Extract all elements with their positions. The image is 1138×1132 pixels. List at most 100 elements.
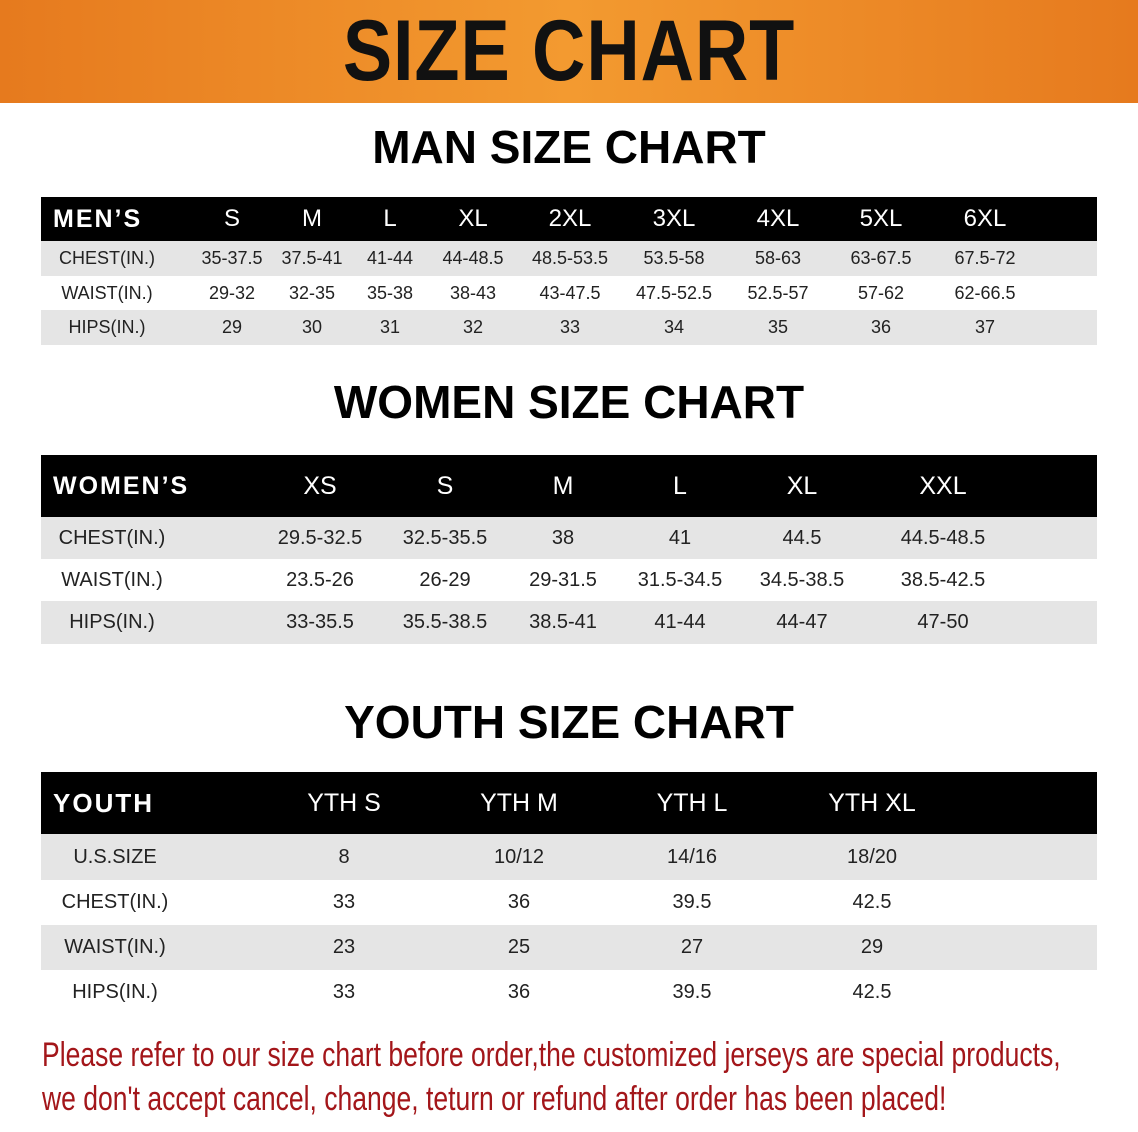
measurement-cell: 35.5-38.5: [402, 611, 488, 633]
measurement-cell: 33-35.5: [286, 611, 354, 633]
measurement-cell: 36: [507, 891, 531, 913]
size-header: XL: [786, 471, 818, 500]
table-row: HIPS(IN.) 29 30 31 32 33 34 35 36 37: [41, 310, 1097, 345]
measurement-cell: 38.5-41: [529, 611, 597, 633]
measurement-cell: 29: [860, 936, 884, 958]
measurement-cell: 34.5-38.5: [759, 568, 845, 591]
notice-line-1: Please refer to our size chart before or…: [42, 1036, 1061, 1074]
measurement-cell: 41-44: [654, 611, 706, 633]
size-header: YTH M: [480, 788, 558, 817]
size-header: S: [436, 471, 454, 500]
row-label: CHEST(IN.): [58, 526, 166, 549]
measurement-cell: 23.5-26: [286, 568, 354, 591]
table-row: WAIST(IN.) 23.5-26 26-29 29-31.5 31.5-34.5 34…: [41, 559, 1097, 601]
size-header: 6XL: [963, 205, 1007, 232]
measurement-cell: 33: [559, 317, 581, 337]
youth-section-title: YOUTH SIZE CHART: [344, 696, 794, 748]
measurement-cell: 33: [332, 891, 356, 913]
measurement-cell: 44-48.5: [442, 248, 504, 268]
measurement-cell: 47.5-52.5: [635, 282, 713, 303]
size-header: 5XL: [859, 205, 903, 232]
row-label: CHEST(IN.): [59, 248, 155, 268]
measurement-cell: 39.5: [672, 981, 712, 1003]
measurement-cell: 32.5-35.5: [402, 526, 488, 549]
size-header: XS: [303, 471, 337, 500]
table-row: CHEST(IN.) 33 36 39.5 42.5: [41, 880, 1097, 925]
banner: SIZE CHART: [0, 0, 1138, 103]
row-label: WAIST(IN.): [61, 282, 153, 303]
size-header: XL: [458, 205, 488, 232]
size-header: XXL: [919, 471, 967, 500]
measurement-cell: 43-47.5: [539, 282, 601, 303]
measurement-cell: 29-31.5: [529, 568, 597, 591]
measurement-cell: 29-32: [208, 282, 256, 303]
measurement-cell: 29: [221, 317, 243, 337]
measurement-cell: 8: [338, 845, 350, 868]
table-row: WAIST(IN.) 29-32 32-35 35-38 38-43 43-47.5 47.…: [41, 276, 1097, 310]
measurement-cell: 29.5-32.5: [277, 526, 363, 549]
measurement-cell: 35-38: [366, 282, 414, 303]
measurement-cell: 14/16: [666, 845, 718, 868]
measurement-cell: 48.5-53.5: [531, 248, 609, 268]
men-header-label: MEN’S: [53, 204, 143, 233]
banner-title: SIZE CHART: [342, 3, 796, 99]
men-header-row: MEN’S S M L XL 2XL 3XL 4XL 5XL 6XL: [41, 197, 1097, 241]
measurement-cell: 62-66.5: [954, 282, 1016, 303]
measurement-cell: 47-50: [917, 611, 969, 633]
measurement-cell: 41: [668, 526, 692, 549]
size-header: 2XL: [548, 205, 592, 232]
measurement-cell: 58-63: [754, 248, 802, 268]
size-header: L: [673, 471, 687, 500]
measurement-cell: 44.5: [782, 526, 822, 549]
measurement-cell: 57-62: [857, 282, 905, 303]
row-label: CHEST(IN.): [61, 891, 169, 913]
measurement-cell: 10/12: [493, 845, 545, 868]
row-label: WAIST(IN.): [64, 936, 166, 958]
women-section-title: WOMEN SIZE CHART: [333, 376, 805, 428]
youth-header-label: YOUTH: [53, 787, 154, 818]
measurement-cell: 33: [332, 981, 356, 1003]
size-header: L: [383, 205, 397, 232]
table-row: HIPS(IN.) 33-35.5 35.5-38.5 38.5-41 41-44 44-…: [41, 601, 1097, 644]
measurement-cell: 38-43: [449, 282, 497, 303]
table-row: CHEST(IN.) 29.5-32.5 32.5-35.5 38 41 44.5 44.5…: [41, 517, 1097, 559]
size-header: M: [302, 205, 322, 232]
measurement-cell: 36: [870, 317, 892, 337]
row-label: WAIST(IN.): [61, 568, 163, 591]
table-row: U.S.SIZE 8 10/12 14/16 18/20: [41, 834, 1097, 880]
measurement-cell: 23: [332, 936, 356, 958]
measurement-cell: 44-47: [776, 611, 828, 633]
table-row: CHEST(IN.) 35-37.5 37.5-41 41-44 44-48.5 48.5…: [41, 241, 1097, 276]
row-label: HIPS(IN.): [72, 981, 158, 1003]
measurement-cell: 37: [974, 317, 996, 337]
size-header: YTH XL: [828, 788, 916, 817]
size-header: S: [223, 205, 241, 232]
size-header: YTH S: [307, 788, 381, 817]
measurement-cell: 32: [462, 317, 484, 337]
measurement-cell: 34: [663, 317, 685, 337]
measurement-cell: 63-67.5: [850, 248, 912, 268]
size-header: YTH L: [656, 788, 728, 817]
measurement-cell: 52.5-57: [747, 282, 809, 303]
measurement-cell: 25: [507, 936, 531, 958]
size-header: 3XL: [652, 205, 696, 232]
row-label: HIPS(IN.): [68, 317, 146, 337]
table-row: HIPS(IN.) 33 36 39.5 42.5: [41, 970, 1097, 1015]
size-header: 4XL: [756, 205, 800, 232]
notice-line-2: we don't accept cancel, change, teturn o…: [42, 1080, 947, 1118]
measurement-cell: 37.5-41: [281, 248, 343, 268]
table-row: WAIST(IN.) 23 25 27 29: [41, 925, 1097, 970]
measurement-cell: 27: [680, 936, 704, 958]
size-header: M: [552, 471, 574, 500]
row-label: HIPS(IN.): [69, 611, 155, 633]
measurement-cell: 31.5-34.5: [637, 568, 723, 591]
measurement-cell: 18/20: [846, 845, 898, 868]
measurement-cell: 44.5-48.5: [900, 526, 986, 549]
measurement-cell: 38.5-42.5: [900, 568, 986, 591]
measurement-cell: 32-35: [288, 282, 336, 303]
measurement-cell: 31: [379, 317, 401, 337]
measurement-cell: 53.5-58: [643, 248, 705, 268]
measurement-cell: 26-29: [419, 568, 471, 591]
row-label: U.S.SIZE: [73, 845, 157, 868]
measurement-cell: 35-37.5: [201, 248, 263, 268]
